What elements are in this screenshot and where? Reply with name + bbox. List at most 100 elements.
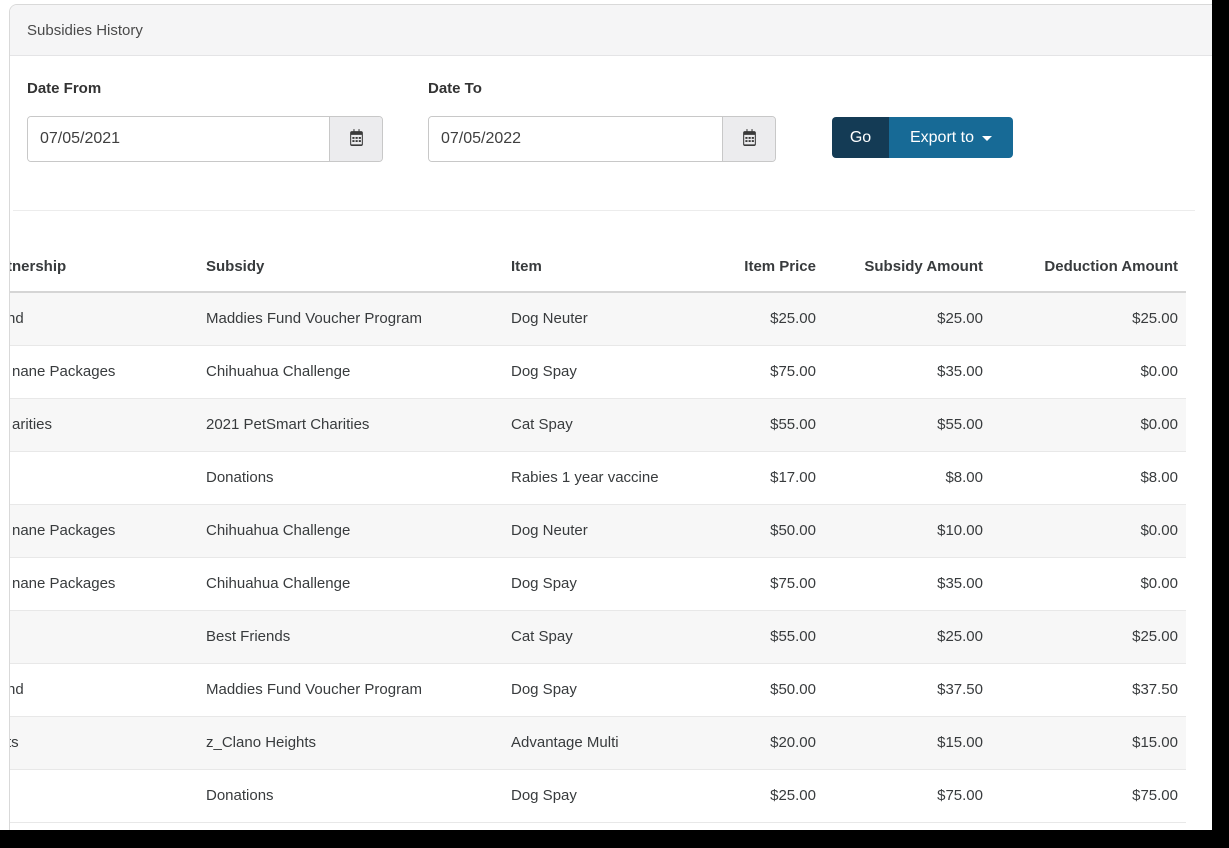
cell-subsidy-amount: $35.00 (816, 345, 983, 399)
cell-subsidy: Chihuahua Challenge (206, 557, 511, 611)
cell-subsidy-amount: $75.00 (816, 769, 983, 823)
table-row: nane Packages Chihuahua Challenge Dog Spay… (10, 345, 1186, 399)
cell-item-price: $20.00 (726, 716, 816, 770)
cell-item-price: $55.00 (726, 610, 816, 664)
export-button[interactable]: Export to (889, 117, 1013, 158)
cell-subsidy-amount: $25.00 (816, 292, 983, 346)
date-from-calendar-button[interactable] (329, 117, 382, 161)
date-to-label: Date To (428, 80, 482, 97)
cell-item: Dog Spay (511, 663, 726, 717)
cell-item: Cat Spay (511, 398, 726, 452)
cell-item: Dog Spay (511, 557, 726, 611)
cell-subsidy: Donations (206, 769, 511, 823)
cell-item: Advantage Multi (511, 716, 726, 770)
export-button-label: Export to (909, 128, 975, 146)
cell-subsidy-amount: $8.00 (816, 451, 983, 505)
column-header-4: Subsidy Amount (816, 253, 983, 293)
cell-deduction-amount: $0.00 (983, 557, 1186, 611)
column-header-1: Subsidy (206, 253, 511, 293)
cell-partnership: nd (10, 663, 206, 717)
column-header-2: Item (511, 253, 726, 293)
subsidies-table: tnership Subsidy Item Item Price Subsidy Amo… (10, 253, 1186, 823)
table-row: nane Packages Chihuahua Challenge Dog Spay… (10, 557, 1186, 611)
cell-subsidy: Chihuahua Challenge (206, 504, 511, 558)
cell-subsidy: z_Clano Heights (206, 716, 511, 770)
column-header-5: Deduction Amount (983, 253, 1186, 293)
cell-deduction-amount: $8.00 (983, 451, 1186, 505)
subsidies-table-wrap: tnership Subsidy Item Item Price Subsidy Amo… (10, 253, 1186, 823)
calendar-icon (741, 129, 758, 149)
caret-down-icon (982, 136, 993, 141)
cell-subsidy: Chihuahua Challenge (206, 345, 511, 399)
cell-subsidy: Maddies Fund Voucher Program (206, 663, 511, 717)
cell-deduction-amount: $15.00 (983, 716, 1186, 770)
cell-subsidy-amount: $55.00 (816, 398, 983, 452)
cell-partnership: ts (10, 716, 206, 770)
cell-deduction-amount: $25.00 (983, 610, 1186, 664)
cell-partnership (10, 451, 206, 505)
cell-partnership (10, 610, 206, 664)
column-header-3: Item Price (726, 253, 816, 293)
cell-item-price: $50.00 (726, 504, 816, 558)
table-header: tnership Subsidy Item Item Price Subsidy Amo… (10, 253, 1186, 293)
go-button[interactable]: Go (832, 117, 889, 158)
cell-item-price: $75.00 (726, 345, 816, 399)
go-export-button-group: Go Export to (832, 117, 1013, 158)
cell-deduction-amount: $37.50 (983, 663, 1186, 717)
cell-item: Dog Spay (511, 769, 726, 823)
date-to-calendar-button[interactable] (722, 117, 775, 161)
cell-item-price: $25.00 (726, 292, 816, 346)
cell-partnership: nane Packages (10, 504, 206, 558)
table-row: arities 2021 PetSmart Charities Cat Spay $5… (10, 398, 1186, 452)
column-header-0: tnership (10, 253, 206, 293)
cell-deduction-amount: $0.00 (983, 398, 1186, 452)
calendar-icon (348, 129, 365, 149)
date-from-input[interactable] (28, 117, 329, 161)
table-head-row: tnership Subsidy Item Item Price Subsidy Amo… (10, 253, 1186, 293)
cell-deduction-amount: $25.00 (983, 292, 1186, 346)
cell-item: Dog Spay (511, 345, 726, 399)
table-row: Best Friends Cat Spay $55.00 $25.00 $25.00 (10, 610, 1186, 664)
cell-item: Rabies 1 year vaccine (511, 451, 726, 505)
cell-subsidy: 2021 PetSmart Charities (206, 398, 511, 452)
cell-subsidy-amount: $25.00 (816, 610, 983, 664)
cell-subsidy-amount: $15.00 (816, 716, 983, 770)
cell-item: Cat Spay (511, 610, 726, 664)
cell-partnership: nd (10, 292, 206, 346)
cell-item-price: $55.00 (726, 398, 816, 452)
cell-subsidy-amount: $37.50 (816, 663, 983, 717)
cell-item-price: $25.00 (726, 769, 816, 823)
cell-deduction-amount: $75.00 (983, 769, 1186, 823)
filter-table-divider (13, 210, 1195, 211)
cell-subsidy-amount: $10.00 (816, 504, 983, 558)
panel-header: Subsidies History (10, 5, 1212, 56)
cell-partnership (10, 769, 206, 823)
cell-deduction-amount: $0.00 (983, 504, 1186, 558)
table-row: Donations Dog Spay $25.00 $75.00 $75.00 (10, 769, 1186, 823)
cell-deduction-amount: $0.00 (983, 345, 1186, 399)
subsidies-history-panel: Subsidies History Date From Date To (9, 4, 1212, 830)
cell-item-price: $50.00 (726, 663, 816, 717)
cell-partnership: arities (10, 398, 206, 452)
date-from-label: Date From (27, 80, 102, 97)
table-row: nane Packages Chihuahua Challenge Dog Neut… (10, 504, 1186, 558)
date-to-group (428, 116, 776, 162)
table-row: Donations Rabies 1 year vaccine $17.00 $8.0… (10, 451, 1186, 505)
date-to-input[interactable] (429, 117, 722, 161)
cell-item: Dog Neuter (511, 504, 726, 558)
cell-subsidy: Best Friends (206, 610, 511, 664)
panel-title: Subsidies History (27, 22, 143, 39)
page-background: Subsidies History Date From Date To (0, 0, 1212, 830)
cell-subsidy: Donations (206, 451, 511, 505)
date-from-group (27, 116, 383, 162)
cell-item-price: $75.00 (726, 557, 816, 611)
cell-partnership: nane Packages (10, 557, 206, 611)
cell-partnership: nane Packages (10, 345, 206, 399)
cell-subsidy-amount: $35.00 (816, 557, 983, 611)
cell-item-price: $17.00 (726, 451, 816, 505)
cell-subsidy: Maddies Fund Voucher Program (206, 292, 511, 346)
